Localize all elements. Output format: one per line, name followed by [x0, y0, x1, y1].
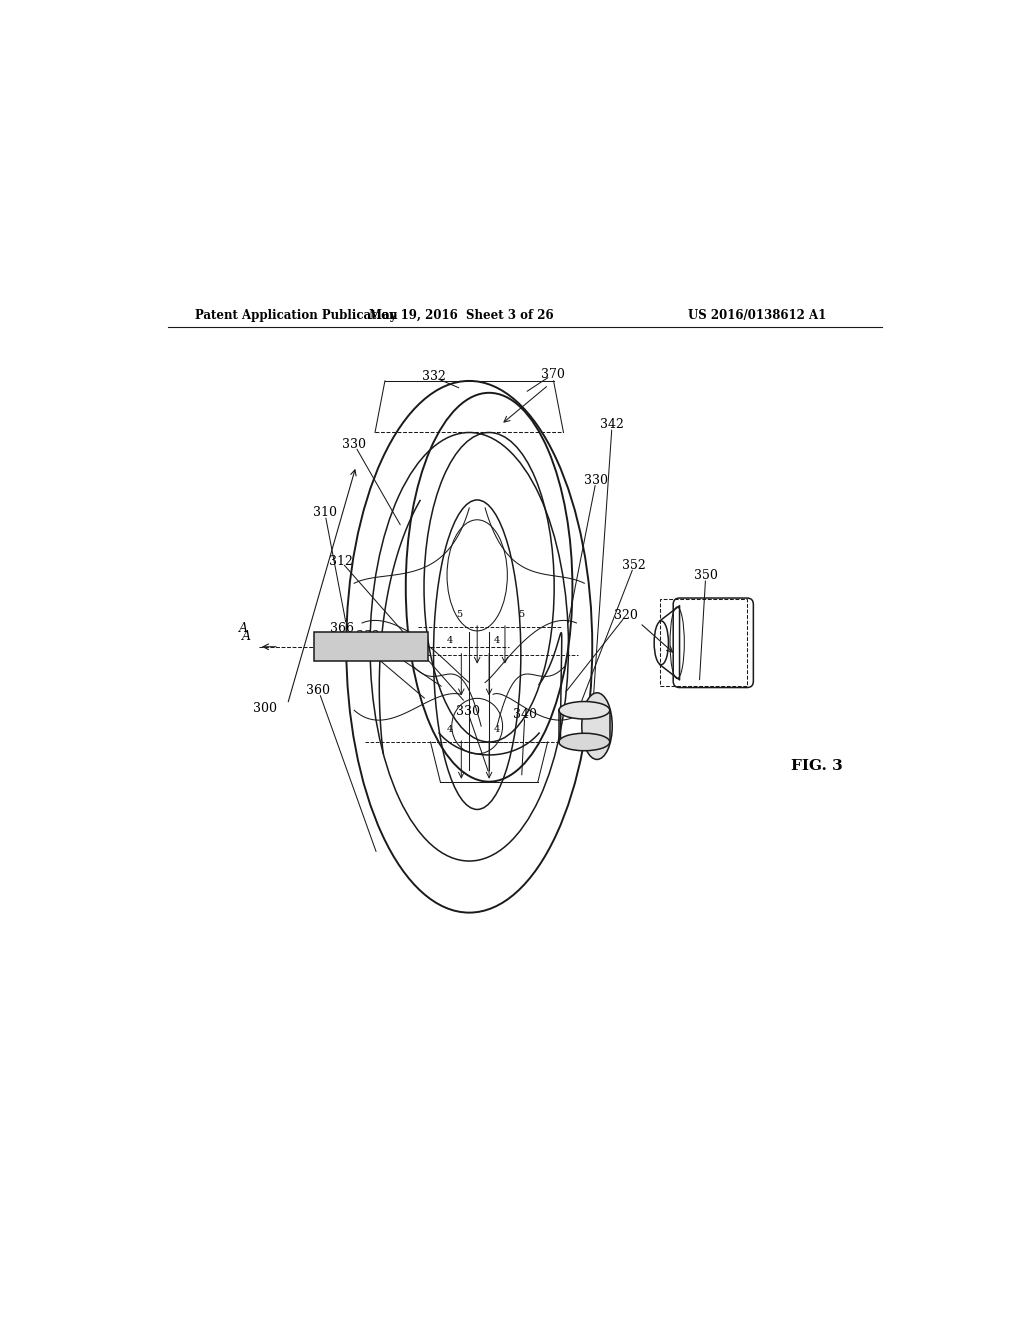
Text: 352: 352: [623, 558, 646, 572]
Text: A: A: [242, 630, 251, 643]
Text: 4: 4: [494, 725, 500, 734]
Ellipse shape: [559, 734, 609, 751]
Text: US 2016/0138612 A1: US 2016/0138612 A1: [688, 309, 826, 322]
Text: 4: 4: [447, 636, 454, 645]
Text: 340: 340: [513, 708, 537, 721]
Text: 5: 5: [456, 610, 462, 619]
Text: 310: 310: [312, 506, 337, 519]
Ellipse shape: [559, 701, 609, 719]
Text: 350: 350: [694, 569, 718, 582]
Text: Patent Application Publication: Patent Application Publication: [196, 309, 398, 322]
Text: 360: 360: [306, 684, 331, 697]
Text: 332: 332: [422, 371, 445, 383]
FancyBboxPatch shape: [314, 632, 428, 661]
Text: 330: 330: [456, 705, 479, 718]
Text: 370: 370: [541, 368, 564, 381]
Text: 5: 5: [518, 610, 524, 619]
Text: A: A: [239, 623, 248, 635]
Text: 330: 330: [342, 438, 367, 451]
Text: 342: 342: [600, 418, 624, 432]
Ellipse shape: [582, 693, 612, 759]
Text: 4: 4: [494, 636, 500, 645]
Text: 330: 330: [585, 474, 608, 487]
Text: 366: 366: [331, 622, 354, 635]
Text: 332: 332: [355, 630, 380, 643]
Text: May 19, 2016  Sheet 3 of 26: May 19, 2016 Sheet 3 of 26: [369, 309, 554, 322]
Text: 4: 4: [447, 725, 454, 734]
Text: 312: 312: [329, 554, 352, 568]
Text: FIG. 3: FIG. 3: [791, 759, 843, 772]
Text: 300: 300: [253, 702, 278, 715]
Text: 320: 320: [614, 609, 638, 622]
